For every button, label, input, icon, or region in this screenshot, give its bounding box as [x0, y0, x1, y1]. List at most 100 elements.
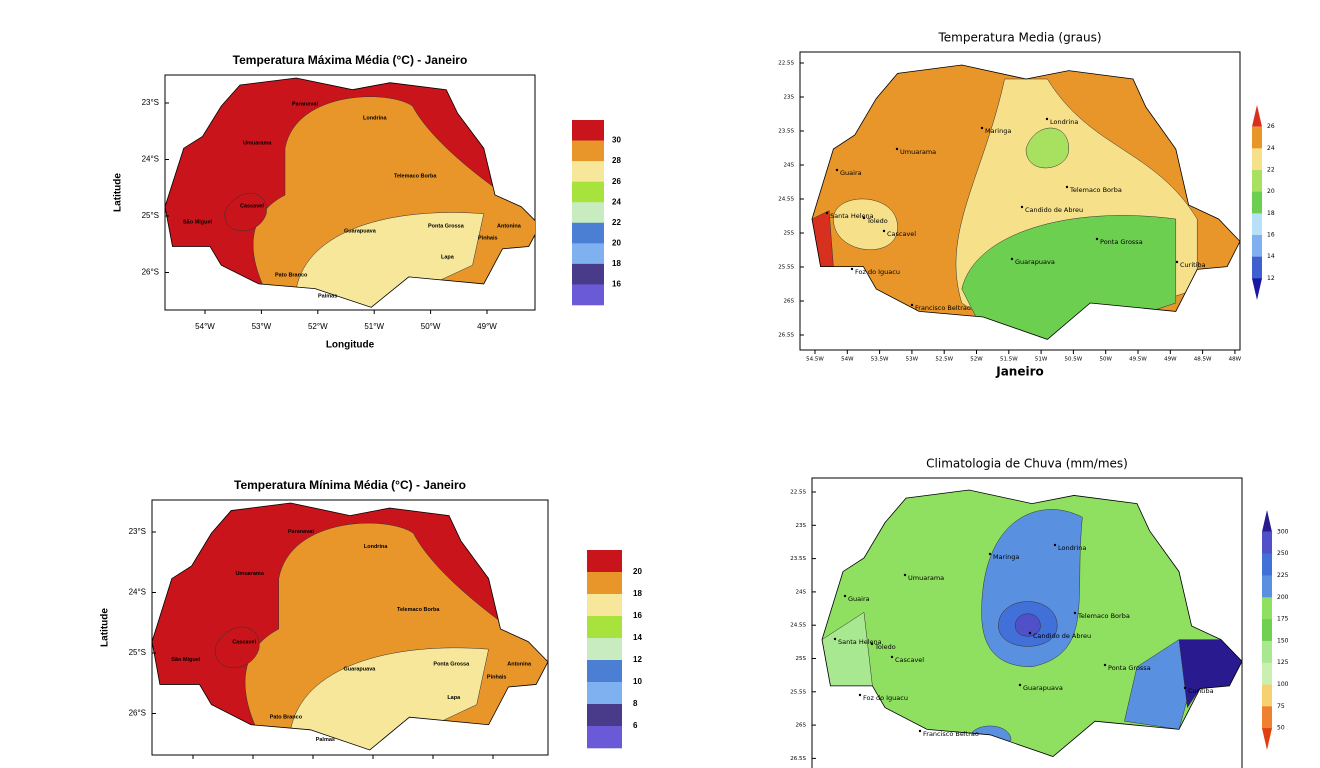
city-dot	[1045, 117, 1049, 121]
city-label: Palmas	[316, 737, 335, 743]
city-label: Toledo	[874, 643, 896, 651]
colorbar-label: 10	[633, 677, 642, 686]
colorbar-swatch	[1262, 531, 1272, 554]
x-tick-label: 50°W	[421, 322, 441, 331]
y-tick-label: 24.5S	[790, 623, 806, 629]
map-area	[822, 490, 1242, 757]
colorbar-label: 12	[1267, 275, 1275, 282]
city-label: Umuarama	[900, 148, 936, 156]
city-label: Santa Helena	[838, 638, 882, 646]
map-title: Climatologia de Chuva (mm/mes)	[926, 457, 1128, 471]
city-label: Guaira	[840, 169, 862, 177]
colorbar-label: 150	[1277, 637, 1289, 644]
state-outline	[152, 503, 548, 750]
y-tick-label: 23°S	[142, 98, 159, 107]
y-tick-label: 24°S	[129, 588, 146, 597]
city-label: Cascavel	[895, 656, 924, 664]
x-tick-label: 54.5W	[806, 357, 824, 363]
city-label: São Miguel	[171, 657, 201, 663]
y-tick-label: 24.5S	[778, 197, 794, 203]
x-axis-label: Janeiro	[995, 365, 1044, 379]
city-dot	[1095, 237, 1099, 241]
city-label: Telemaco Borba	[397, 607, 440, 613]
colorbar-swatch	[572, 181, 604, 203]
city-label: Guaira	[848, 595, 870, 603]
colorbar-swatch	[572, 202, 604, 224]
map-title: Temperatura Mínima Média (°C) - Janeiro	[234, 478, 466, 492]
city-dot	[870, 642, 874, 646]
state-fill	[152, 503, 548, 750]
y-tick-label: 25°S	[142, 211, 159, 220]
city-label: São Miguel	[183, 219, 213, 225]
colorbar-swatch	[1252, 213, 1262, 236]
colorbar-label: 22	[1267, 167, 1275, 174]
x-tick-label: 49.5W	[1129, 357, 1147, 363]
map-panel: Temperatura Mínima Média (°C) - Janeiro 2…	[100, 478, 642, 759]
city-label: Cascavel	[887, 230, 916, 238]
city-dot	[862, 216, 866, 220]
colorbar-label: 16	[612, 280, 621, 289]
city-dot	[910, 303, 914, 307]
x-tick-label: 52°W	[308, 322, 328, 331]
city-label: Lapa	[441, 254, 455, 260]
city-label: Umuarama	[908, 574, 944, 582]
city-label: Foz do Iguacu	[855, 268, 900, 276]
colorbar-label: 6	[633, 721, 638, 730]
y-tick-label: 26°S	[129, 709, 146, 718]
colorbar-label: 12	[633, 655, 642, 664]
x-tick-label: 48W	[1229, 357, 1242, 363]
colorbar-swatch	[1262, 619, 1272, 642]
y-tick-label: 26°S	[142, 268, 159, 277]
colorbar-swatch	[572, 161, 604, 182]
state-fill	[812, 65, 1240, 340]
city-label: Lapa	[447, 695, 461, 701]
city-dot	[858, 693, 862, 697]
colorbar-swatch	[1262, 575, 1272, 598]
colorbar-arrow	[1262, 510, 1272, 532]
city-label: Guarapuava	[1015, 258, 1055, 266]
colorbar-label: 20	[633, 567, 642, 576]
colorbar-label: 100	[1277, 681, 1289, 688]
city-label: Telemaco Borba	[1077, 612, 1130, 620]
city-dot	[1103, 663, 1107, 667]
city-dot	[835, 168, 839, 172]
city-dot	[980, 126, 984, 130]
city-dot	[1020, 205, 1024, 209]
map-title: Temperatura Máxima Média (°C) - Janeiro	[233, 53, 468, 67]
colorbar-label: 8	[633, 699, 638, 708]
y-axis-label: Latitude	[100, 608, 111, 647]
colorbar-label: 18	[612, 259, 621, 268]
city-label: Santa Helena	[830, 212, 874, 220]
city-dot	[988, 552, 992, 556]
map-area	[165, 78, 540, 312]
city-dot	[1010, 257, 1014, 261]
city-dot	[833, 637, 837, 641]
y-tick-label: 25S	[796, 656, 807, 662]
city-label: Antonina	[497, 223, 522, 229]
map-area	[152, 503, 548, 755]
colorbar-label: 26	[612, 177, 621, 186]
city-dot	[825, 211, 829, 215]
colorbar-label: 200	[1277, 594, 1289, 601]
colorbar-swatch	[1262, 706, 1272, 729]
y-tick-label: 26.5S	[790, 756, 806, 762]
city-label: Pinhais	[487, 674, 507, 680]
city-label: Toledo	[866, 217, 888, 225]
city-label: Francisco Beltrao	[915, 304, 971, 312]
y-tick-label: 23S	[784, 95, 795, 101]
colorbar-label: 22	[612, 218, 621, 227]
y-tick-label: 22.5S	[778, 61, 794, 67]
colorbar-swatch	[587, 616, 622, 639]
city-label: Ponta Grossa	[1108, 664, 1151, 672]
city-label: Umuarama	[235, 571, 264, 577]
city-label: Foz do Iguacu	[863, 694, 908, 702]
colorbar-swatch	[587, 638, 622, 661]
city-label: Telemaco Borba	[394, 173, 437, 179]
y-tick-label: 22.5S	[790, 490, 806, 496]
colorbar-arrow	[1252, 105, 1262, 127]
city-label: Guarapuava	[1023, 684, 1063, 692]
state-outline	[165, 78, 540, 307]
y-tick-label: 25.5S	[790, 689, 806, 695]
city-label: Pato Branco	[275, 272, 308, 278]
